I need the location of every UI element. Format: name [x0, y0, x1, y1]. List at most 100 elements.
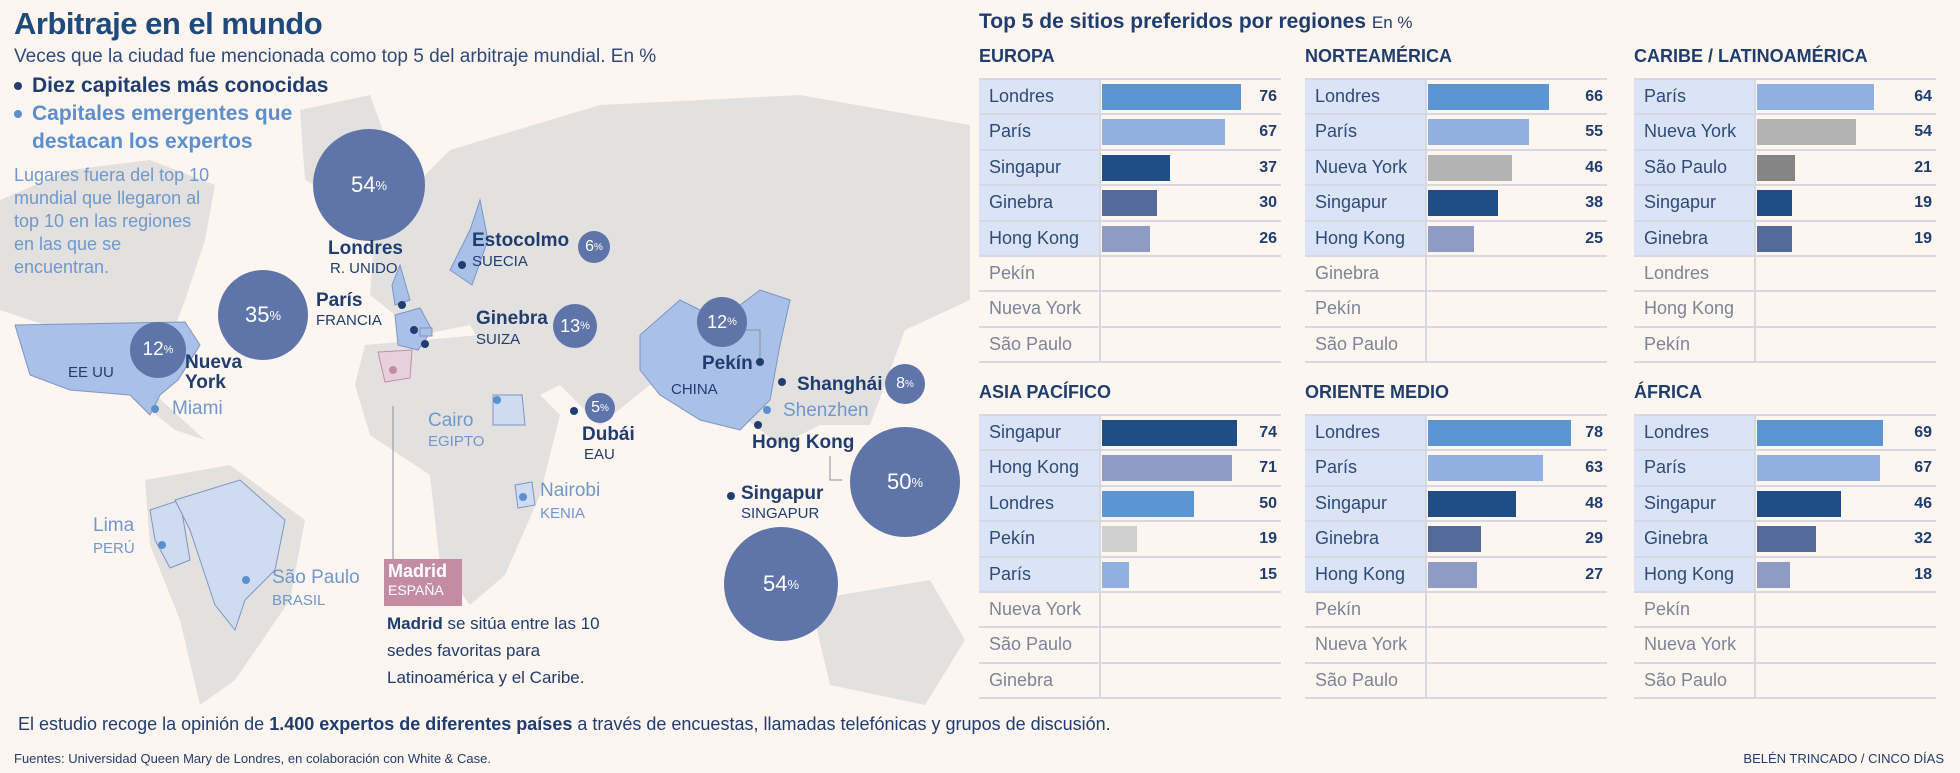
table-row: Singapur 38 — [1305, 186, 1607, 222]
bubble-pekin: 12% — [697, 297, 747, 347]
region-title: NORTEAMÉRICA — [1305, 46, 1452, 66]
footer-text-bold: 1.400 expertos de diferentes países — [269, 714, 573, 734]
bar — [1102, 119, 1225, 146]
bar — [1757, 119, 1856, 146]
city-paris: París — [316, 290, 363, 311]
value-label: 76 — [1259, 88, 1277, 105]
legend-emerging: Capitales emergentes que — [14, 102, 292, 126]
city-label: Hong Kong — [1634, 292, 1756, 326]
bubble-estocolmo: 6% — [578, 231, 610, 263]
table-row: São Paulo — [979, 327, 1281, 364]
table-row: Pekín — [979, 256, 1281, 293]
bar — [1757, 420, 1884, 446]
map-subtitle: Veces que la ciudad fue mencionada como … — [14, 46, 657, 67]
bar — [1102, 190, 1157, 217]
value-label: 71 — [1259, 459, 1277, 477]
region-panel: EUROPA Londres 76 París 67 Singapur 37 Ginebra 3… — [979, 46, 1281, 364]
region-title: ÁFRICA — [1634, 382, 1702, 402]
city-label: Ginebra — [1634, 522, 1756, 556]
bar — [1757, 526, 1816, 553]
region-table: París 64 Nueva York 54 São Paulo 21 Singapur 19… — [1634, 78, 1936, 364]
city-estocolmo: Estocolmo — [472, 230, 570, 251]
city-shenzhen: Shenzhen — [783, 400, 869, 421]
value-label: 27 — [1585, 565, 1603, 583]
city-label: Singapur — [1305, 486, 1427, 521]
footer-text-1: El estudio recoge la opinión de — [18, 714, 270, 734]
city-label: Hong Kong — [1305, 221, 1427, 255]
bar — [1757, 490, 1842, 517]
bubble-pct: % — [600, 402, 609, 414]
table-row: São Paulo 21 — [1634, 150, 1936, 187]
city-nueva-york-1: Nueva — [185, 352, 243, 373]
region-table: Londres 66 París 55 Nueva York 46 Singapur 38 Ho… — [1305, 78, 1607, 364]
bar — [1757, 561, 1790, 588]
table-row: París 67 — [1634, 451, 1936, 487]
bubble-pct: % — [911, 474, 924, 490]
city-label: Londres — [979, 80, 1101, 114]
table-row: Ginebra 29 — [1305, 522, 1607, 558]
bubble-value: 6 — [585, 238, 594, 255]
value-label: 19 — [1914, 194, 1932, 212]
value-label: 50 — [1259, 494, 1277, 512]
bubble-pct: % — [727, 316, 737, 328]
table-row: Nueva York 46 — [1305, 150, 1607, 187]
table-row: Londres 66 — [1305, 80, 1607, 116]
table-row: Pekín 19 — [979, 522, 1281, 558]
value-label: 55 — [1585, 123, 1603, 141]
value-label: 19 — [1914, 229, 1932, 247]
bar — [1428, 84, 1549, 110]
legend-description: Lugares fuera del top 10 mundial que lle… — [14, 165, 210, 277]
city-label: Nueva York — [979, 292, 1101, 326]
table-row: Pekín — [1305, 292, 1607, 328]
value-label: 63 — [1585, 459, 1603, 477]
table-row: Nueva York — [979, 592, 1281, 629]
madrid-note-3: Latinoamérica y el Caribe. — [387, 668, 585, 687]
value-label: 74 — [1259, 424, 1277, 441]
legend-known: Diez capitales más conocidas — [14, 74, 328, 98]
city-label: Pekín — [1305, 592, 1427, 627]
country-egypt — [492, 394, 526, 426]
city-label: Nueva York — [1305, 628, 1427, 662]
table-row: Londres — [1634, 256, 1936, 293]
region-panel: ASIA PACÍFICO Singapur 74 Hong Kong 71 Londre… — [979, 382, 1281, 700]
regions-title-text: Top 5 de sitios preferidos por regiones — [979, 10, 1367, 33]
land-australia — [810, 580, 965, 705]
city-londres: Londres — [328, 238, 403, 259]
table-row: Hong Kong 71 — [979, 451, 1281, 487]
bubble-pct: % — [580, 320, 590, 332]
credit: BELÉN TRINCADO / CINCO DÍAS — [1743, 751, 1944, 766]
city-label: Londres — [1634, 256, 1756, 291]
bubble-value: 13 — [560, 315, 581, 336]
value-label: 19 — [1259, 530, 1277, 548]
madrid-note: Madrid se sitúa entre las 10 sedes favor… — [387, 610, 600, 691]
city-nueva-york-2: York — [185, 372, 226, 393]
city-label: París — [1634, 451, 1756, 485]
region-title: ORIENTE MEDIO — [1305, 382, 1450, 402]
region-title: EUROPA — [979, 46, 1055, 66]
city-label: Singapur — [979, 150, 1101, 185]
value-label: 66 — [1585, 88, 1603, 105]
bar — [1102, 420, 1238, 446]
table-row: Singapur 48 — [1305, 486, 1607, 523]
bubble-ginebra: 13% — [553, 304, 597, 348]
city-label: São Paulo — [1305, 663, 1427, 698]
city-label: Pekín — [979, 522, 1101, 556]
bubble-dubai: 5% — [585, 393, 615, 423]
regions-title: Top 5 de sitios preferidos por regiones … — [979, 10, 1413, 34]
city-ginebra: Ginebra — [476, 308, 548, 329]
region-title: ASIA PACÍFICO — [979, 382, 1112, 402]
city-cairo: Cairo — [428, 410, 474, 431]
city-singapur: Singapur — [741, 483, 824, 504]
table-row: Nueva York — [979, 292, 1281, 328]
value-label: 15 — [1259, 565, 1277, 583]
bubble-londres: 54% — [313, 129, 425, 241]
table-row: Londres 50 — [979, 486, 1281, 523]
city-label: Londres — [1305, 416, 1427, 450]
value-label: 32 — [1914, 530, 1932, 548]
bar — [1757, 84, 1875, 110]
table-row: Hong Kong 25 — [1305, 221, 1607, 257]
city-label: São Paulo — [1634, 150, 1756, 185]
bar — [1428, 420, 1571, 446]
value-label: 54 — [1914, 123, 1932, 141]
city-label: Hong Kong — [1305, 557, 1427, 591]
